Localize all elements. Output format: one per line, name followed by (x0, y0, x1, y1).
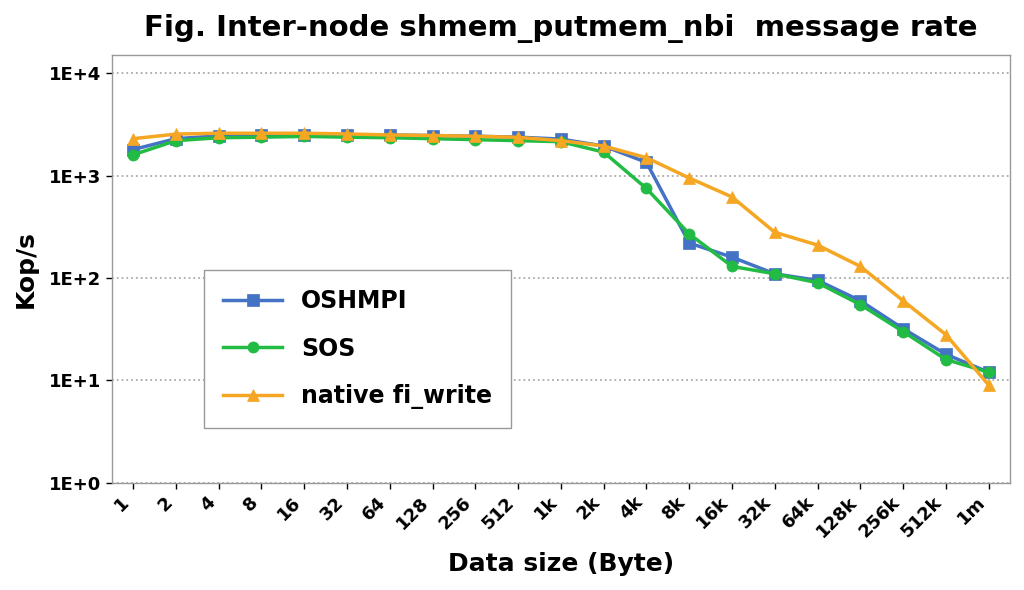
SOS (255, 133, 267, 140)
Line: OSHMPI: OSHMPI (128, 129, 994, 378)
SOS (811, 279, 823, 286)
SOS (384, 134, 396, 141)
OSHMPI (726, 254, 738, 261)
OSHMPI (683, 240, 695, 247)
SOS (341, 133, 353, 140)
OSHMPI (897, 325, 909, 332)
SOS (213, 134, 225, 141)
native fi_write (811, 241, 823, 248)
OSHMPI (469, 133, 481, 140)
OSHMPI (940, 350, 952, 358)
native fi_write (298, 130, 310, 137)
SOS (298, 133, 310, 140)
native fi_write (555, 137, 567, 144)
SOS (426, 135, 438, 142)
OSHMPI (983, 369, 995, 376)
native fi_write (683, 175, 695, 182)
OSHMPI (555, 136, 567, 143)
SOS (640, 185, 652, 192)
SOS (555, 138, 567, 145)
native fi_write (726, 194, 738, 201)
OSHMPI (127, 146, 139, 153)
SOS (897, 328, 909, 335)
Title: Fig. Inter-node shmem_putmem_nbi  message rate: Fig. Inter-node shmem_putmem_nbi message… (144, 14, 978, 43)
native fi_write (940, 331, 952, 338)
OSHMPI (341, 132, 353, 139)
Y-axis label: Kop/s: Kop/s (14, 230, 38, 308)
native fi_write (341, 130, 353, 137)
SOS (854, 301, 866, 308)
OSHMPI (255, 132, 267, 139)
OSHMPI (598, 142, 610, 149)
native fi_write (170, 130, 182, 137)
native fi_write (426, 132, 438, 139)
SOS (983, 369, 995, 376)
OSHMPI (170, 135, 182, 142)
OSHMPI (298, 132, 310, 139)
Legend: OSHMPI, SOS, native fi_write: OSHMPI, SOS, native fi_write (205, 270, 511, 428)
native fi_write (640, 154, 652, 161)
SOS (469, 136, 481, 143)
native fi_write (384, 132, 396, 139)
OSHMPI (384, 132, 396, 139)
native fi_write (512, 134, 524, 141)
SOS (512, 137, 524, 144)
SOS (683, 230, 695, 237)
OSHMPI (854, 297, 866, 304)
native fi_write (127, 135, 139, 142)
SOS (170, 137, 182, 144)
native fi_write (769, 229, 781, 236)
X-axis label: Data size (Byte): Data size (Byte) (447, 552, 674, 576)
Line: SOS: SOS (128, 131, 994, 378)
native fi_write (983, 382, 995, 389)
native fi_write (255, 130, 267, 137)
native fi_write (854, 263, 866, 270)
OSHMPI (640, 159, 652, 166)
OSHMPI (213, 132, 225, 139)
SOS (127, 151, 139, 158)
OSHMPI (426, 132, 438, 139)
OSHMPI (811, 277, 823, 284)
SOS (598, 149, 610, 156)
native fi_write (897, 297, 909, 304)
Line: native fi_write: native fi_write (128, 127, 994, 391)
SOS (726, 263, 738, 270)
OSHMPI (512, 133, 524, 140)
native fi_write (213, 130, 225, 137)
native fi_write (598, 142, 610, 149)
native fi_write (469, 133, 481, 140)
OSHMPI (769, 270, 781, 277)
SOS (769, 270, 781, 277)
SOS (940, 356, 952, 363)
